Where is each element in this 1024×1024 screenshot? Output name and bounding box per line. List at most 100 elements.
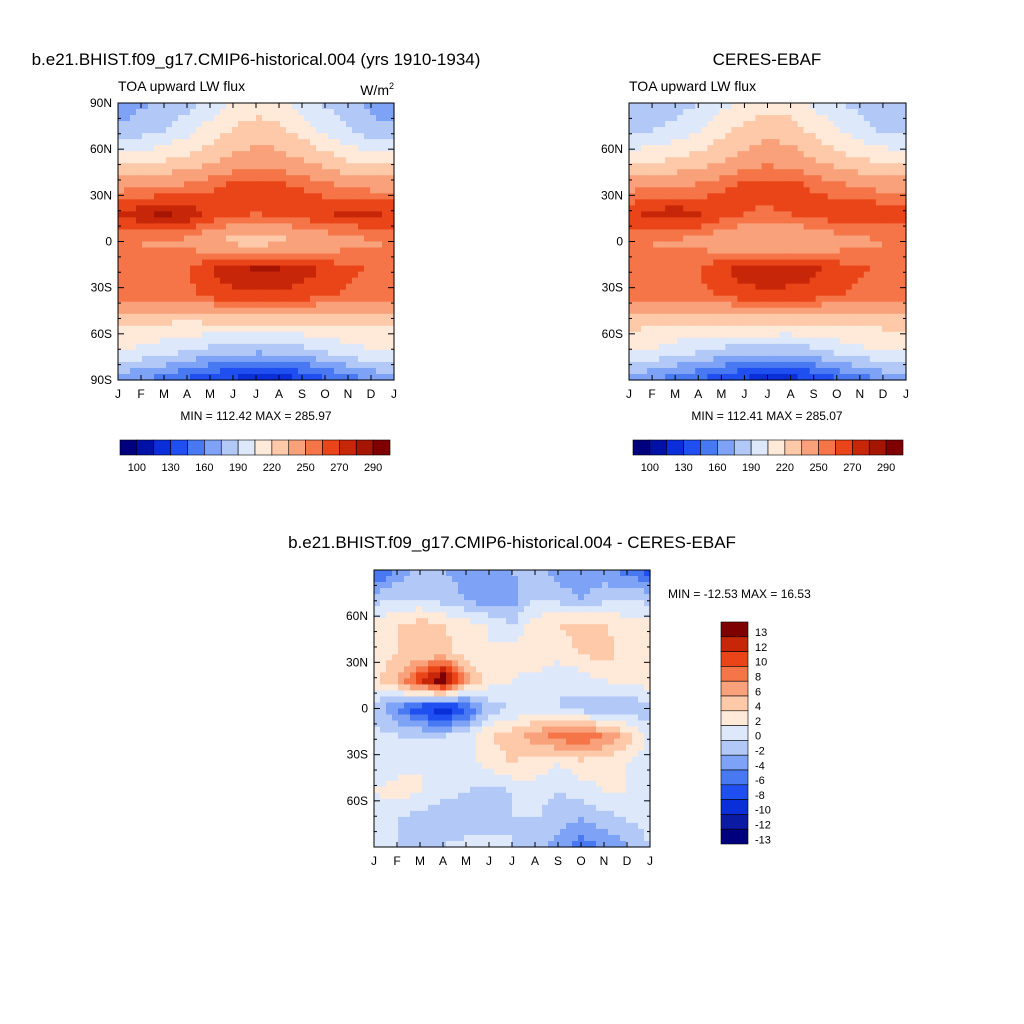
heatmap-cell (364, 187, 371, 194)
heatmap-cell (250, 241, 257, 249)
heatmap-cell (256, 151, 263, 158)
heatmap-cell (160, 205, 167, 212)
x-tick-label: J (626, 387, 632, 401)
heatmap-cell (334, 127, 341, 134)
colorbar-label: 220 (263, 462, 281, 474)
heatmap-cell (542, 600, 549, 607)
heatmap-cell (382, 241, 389, 249)
heatmap-cell (250, 325, 257, 333)
heatmap-cell (647, 157, 654, 164)
heatmap-cell (725, 349, 732, 357)
heatmap-cell (286, 349, 293, 357)
heatmap-cell (647, 139, 654, 146)
heatmap-cell (334, 259, 341, 267)
heatmap-cell (130, 109, 137, 116)
heatmap-cell (178, 151, 185, 158)
heatmap-cell (166, 109, 173, 116)
heatmap-cell (731, 139, 738, 146)
heatmap-cell (364, 271, 371, 279)
heatmap-cell (166, 211, 173, 219)
heatmap-cell (376, 103, 383, 110)
heatmap-cell (761, 265, 769, 273)
heatmap-cell (184, 169, 191, 176)
heatmap-cell (626, 618, 633, 625)
colorbar-swatch (649, 439, 668, 456)
heatmap-cell (214, 181, 221, 188)
heatmap-cell (755, 349, 763, 357)
heatmap-cell (665, 241, 672, 249)
heatmap-cell (887, 223, 895, 231)
heatmap-cell (376, 289, 383, 297)
heatmap-cell (863, 151, 871, 158)
heatmap-cell (797, 217, 805, 225)
heatmap-cell (238, 283, 245, 291)
heatmap-cell (208, 265, 215, 273)
heatmap-cell (785, 247, 793, 255)
heatmap-cell (184, 175, 191, 182)
heatmap-cell (809, 355, 817, 363)
heatmap-cell (683, 127, 690, 134)
heatmap-cell (719, 127, 726, 134)
heatmap-cell (677, 301, 684, 309)
heatmap-cell (280, 373, 287, 381)
heatmap-cell (566, 630, 573, 637)
heatmap-cell (737, 205, 745, 212)
heatmap-cell (124, 271, 131, 279)
heatmap-cell (142, 133, 149, 140)
heatmap-cell (208, 139, 215, 146)
heatmap-cell (458, 630, 465, 637)
heatmap-cell (244, 121, 251, 128)
heatmap-cell (244, 247, 251, 255)
heatmap-cell (791, 259, 799, 267)
heatmap-cell (737, 241, 745, 249)
heatmap-cell (464, 582, 471, 589)
colorbar-label: 190 (742, 462, 760, 474)
heatmap-cell (232, 103, 239, 110)
heatmap-cell (470, 594, 477, 601)
heatmap-cell (256, 253, 263, 261)
heatmap-cell (304, 343, 311, 351)
heatmap-cell (773, 121, 781, 128)
heatmap-cell (208, 151, 215, 158)
heatmap-cell (382, 193, 389, 200)
heatmap-cell (334, 103, 341, 110)
heatmap-cell (250, 169, 257, 176)
heatmap-cell (713, 307, 720, 315)
heatmap-cell (767, 217, 775, 225)
heatmap-cell (773, 343, 781, 351)
heatmap-cell (358, 259, 365, 267)
heatmap-cell (422, 630, 429, 637)
heatmap-cell (791, 127, 799, 134)
heatmap-cell (172, 211, 179, 219)
heatmap-cell (274, 235, 281, 243)
heatmap-cell (743, 133, 751, 140)
heatmap-cell (869, 211, 877, 219)
heatmap-cell (869, 283, 877, 291)
heatmap-cell (446, 618, 453, 625)
heatmap-cell (779, 199, 787, 206)
heatmap-cell (572, 630, 579, 637)
heatmap-cell (743, 265, 751, 273)
heatmap-cell (653, 199, 660, 206)
heatmap-cell (388, 265, 395, 273)
heatmap-cell (590, 630, 597, 637)
heatmap-cell (833, 235, 841, 243)
heatmap-cell (244, 139, 251, 146)
heatmap-cell (725, 127, 732, 134)
heatmap-cell (518, 612, 525, 619)
heatmap-cell (566, 570, 573, 577)
heatmap-cell (755, 133, 763, 140)
heatmap-cell (725, 319, 732, 327)
heatmap-cell (629, 187, 636, 194)
heatmap-cell (292, 289, 299, 297)
heatmap-cell (713, 151, 720, 158)
heatmap-cell (118, 205, 125, 212)
heatmap-cell (731, 325, 738, 333)
heatmap-cell (238, 325, 245, 333)
heatmap-cell (470, 606, 477, 613)
heatmap-cell (136, 109, 143, 116)
heatmap-cell (124, 331, 131, 339)
heatmap-cell (154, 211, 161, 219)
heatmap-cell (256, 307, 263, 315)
heatmap-cell (773, 205, 781, 212)
